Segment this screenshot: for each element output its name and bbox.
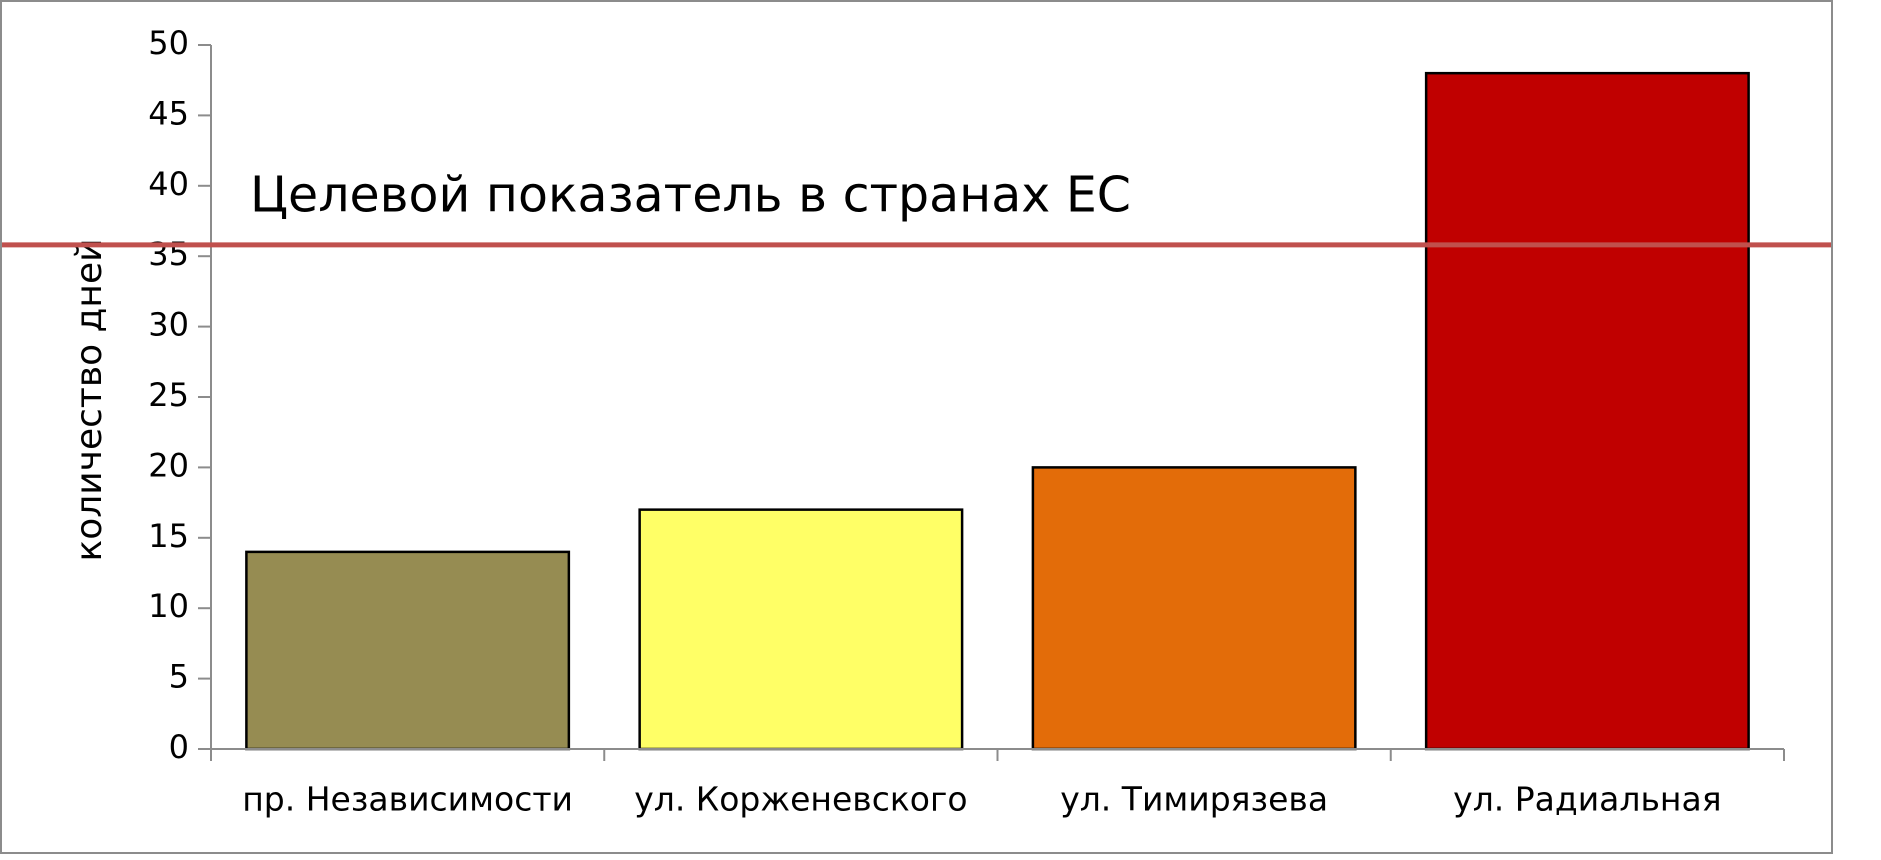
y-tick-label: 15 <box>148 517 189 555</box>
y-tick-label: 20 <box>148 446 189 484</box>
y-tick-label: 5 <box>169 658 189 696</box>
y-tick-label: 35 <box>148 235 189 273</box>
y-tick-label: 50 <box>148 24 189 62</box>
y-tick-label: 30 <box>148 306 189 344</box>
y-tick-label: 10 <box>148 587 189 625</box>
bar <box>638 508 964 751</box>
y-tick-label: 25 <box>148 376 189 414</box>
y-axis-label: количество дней <box>69 238 110 561</box>
y-tick-label: 0 <box>169 728 189 766</box>
y-tick-label: 45 <box>148 94 189 132</box>
bar <box>1031 466 1357 751</box>
bar <box>1424 71 1750 751</box>
x-tick-label: пр. Независимости <box>242 780 573 819</box>
target-label: Целевой показатель в странах ЕС <box>250 167 1131 224</box>
bar <box>245 550 571 751</box>
y-tick-label: 40 <box>148 165 189 203</box>
x-tick-label: ул. Тимирязева <box>1060 780 1328 819</box>
x-tick-label: ул. Радиальная <box>1453 780 1721 819</box>
x-tick-label: ул. Корженевского <box>634 780 967 819</box>
